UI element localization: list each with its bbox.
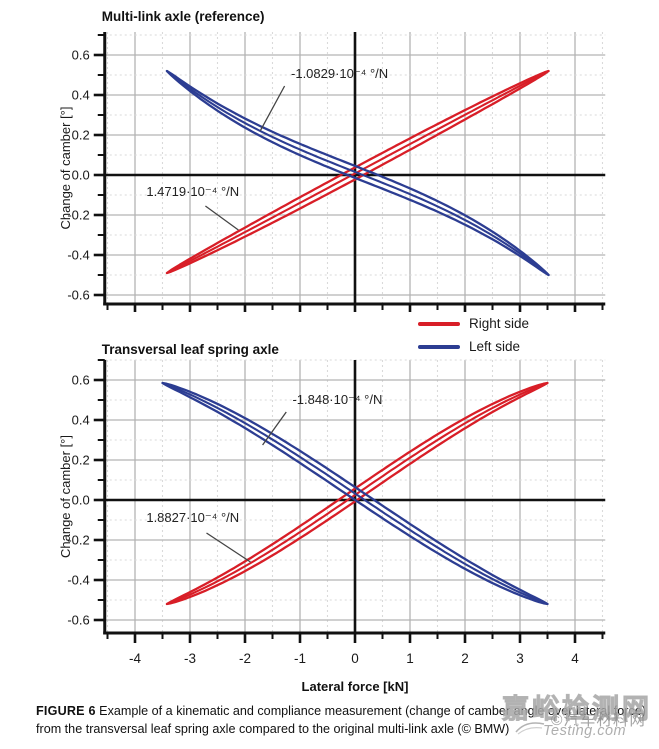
x-tick-label: 3 xyxy=(516,651,524,666)
annotation-right-side: 1.4719·10⁻⁴ °/N xyxy=(146,184,239,199)
legend-label-left-side: Left side xyxy=(469,339,521,354)
annotation-leader-left-side xyxy=(262,411,287,446)
y-tick-label: 0.4 xyxy=(72,413,90,428)
y-tick-label: 0.2 xyxy=(72,453,90,468)
y-tick-label: -0.2 xyxy=(67,533,89,548)
y-tick-label: -0.2 xyxy=(67,208,89,223)
y-axis-label: Change of camber [°] xyxy=(58,435,73,558)
figure-caption-tag: FIGURE 6 xyxy=(36,704,96,718)
watermark-swoosh-icon xyxy=(515,722,545,735)
chart-transversal-leaf-spring-axle: -0.6 -0.4 -0.2 0.0 0.2 0.4 0.6 -4 -3 -2 -1 0 1 2 3 4 1.8… xyxy=(58,342,606,694)
x-tick-label: -4 xyxy=(129,651,141,666)
legend-item-left-side: Left side xyxy=(418,339,529,354)
curve-right-side-centerline xyxy=(166,382,548,605)
annotation-leader-left-side xyxy=(259,85,286,131)
x-tick-label: -1 xyxy=(294,651,306,666)
y-tick-label: -0.4 xyxy=(67,573,89,588)
y-axis-label: Change of camber [°] xyxy=(58,107,73,230)
x-tick-label: 4 xyxy=(571,651,579,666)
curve-left-side-centerline xyxy=(166,70,550,276)
legend-swatch-right-side xyxy=(418,321,460,326)
annotation-right-side: 1.8827·10⁻⁴ °/N xyxy=(146,510,239,525)
x-tick-label: -3 xyxy=(184,651,196,666)
legend-label-right-side: Right side xyxy=(469,316,530,331)
chart-title: Multi-link axle (reference) xyxy=(102,9,265,24)
y-tick-label: -0.6 xyxy=(67,288,89,303)
y-tick-label: 0.6 xyxy=(72,48,90,63)
figure-caption: FIGURE 6 Example of a kinematic and comp… xyxy=(36,703,650,738)
x-tick-label: 2 xyxy=(461,651,469,666)
legend-swatch-left-side xyxy=(418,344,460,349)
x-axis-label: Lateral force [kN] xyxy=(302,679,409,694)
annotation-leader-right-side xyxy=(206,532,251,563)
figure-caption-text: Example of a kinematic and compliance me… xyxy=(36,704,646,736)
x-tick-label: 0 xyxy=(351,651,359,666)
y-tick-label: 0.0 xyxy=(72,493,90,508)
y-tick-label: -0.6 xyxy=(67,613,89,628)
annotation-leader-right-side xyxy=(205,205,239,231)
curve-left-side-centerline xyxy=(162,382,548,605)
annotation-left-side: -1.0829·10⁻⁴ °/N xyxy=(291,66,388,81)
x-tick-label: -2 xyxy=(239,651,251,666)
chart-title: Transversal leaf spring axle xyxy=(102,342,280,357)
y-tick-label: 0.0 xyxy=(72,168,90,183)
chart-multi-link-axle: -0.6 -0.4 -0.2 0.0 0.2 0.4 0.6 1.4719·10⁻⁴ °/N -… xyxy=(58,9,606,312)
x-tick-label: 1 xyxy=(406,651,414,666)
y-tick-label: 0.4 xyxy=(72,88,90,103)
annotation-left-side: -1.848·10⁻⁴ °/N xyxy=(292,392,382,407)
y-tick-label: 0.6 xyxy=(72,373,90,388)
legend: Right side Left side xyxy=(418,316,529,354)
legend-item-right-side: Right side xyxy=(418,316,529,331)
y-tick-label: -0.4 xyxy=(67,248,89,263)
y-tick-label: 0.2 xyxy=(72,128,90,143)
